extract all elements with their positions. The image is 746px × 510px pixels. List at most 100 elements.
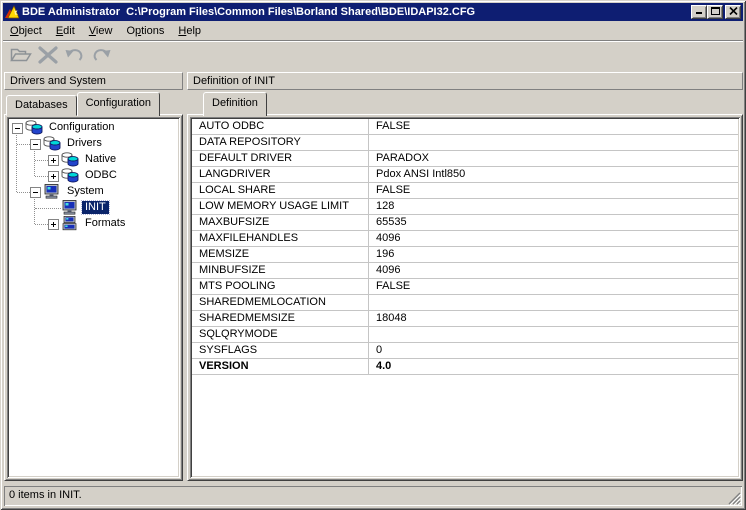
- tree-item-system[interactable]: System: [9, 184, 178, 200]
- left-pane-header-label: Drivers and System: [10, 75, 106, 87]
- database-icon: [43, 136, 61, 151]
- tree-connector: [35, 224, 48, 225]
- toolbar-button-delete-x[interactable]: [34, 44, 61, 69]
- param-value-cell[interactable]: FALSE: [376, 184, 411, 196]
- close-button[interactable]: [725, 5, 741, 19]
- table-row[interactable]: DATA REPOSITORY: [192, 135, 738, 151]
- tree-item-formats[interactable]: Formats: [9, 215, 178, 232]
- left-tab-databases[interactable]: Databases: [6, 95, 77, 116]
- toolbar-button-undo[interactable]: [61, 44, 88, 69]
- menu-item-options[interactable]: Options: [126, 24, 165, 37]
- menu-item-object[interactable]: Object: [10, 24, 42, 37]
- tree-item-label[interactable]: System: [67, 185, 104, 197]
- maximize-button[interactable]: [707, 5, 723, 19]
- param-value-cell[interactable]: [369, 135, 738, 150]
- bde-app-icon: [5, 5, 20, 19]
- open-folder-icon: [9, 46, 32, 66]
- close-icon: [728, 6, 738, 18]
- param-value-cell[interactable]: 196: [376, 248, 395, 260]
- left-tabs: Databases Configuration: [4, 92, 161, 116]
- tree-connector: [35, 160, 48, 161]
- computer-icon: [43, 184, 61, 199]
- table-row[interactable]: MAXFILEHANDLES 4096: [192, 231, 738, 247]
- param-value-cell[interactable]: 4.0: [376, 360, 392, 372]
- left-tab-configuration[interactable]: Configuration: [76, 92, 161, 116]
- table-row[interactable]: DEFAULT DRIVER PARADOX: [192, 151, 738, 167]
- table-row[interactable]: AUTO ODBC FALSE: [192, 119, 738, 135]
- computer-stack-icon: [61, 215, 79, 231]
- param-value-cell[interactable]: 18048: [376, 312, 407, 324]
- tree-connector: [35, 208, 61, 209]
- table-row[interactable]: SYSFLAGS 0: [192, 343, 738, 359]
- param-name-cell: SHAREDMEMSIZE: [192, 311, 369, 326]
- collapse-icon[interactable]: [30, 187, 41, 198]
- param-name-cell: MINBUFSIZE: [192, 263, 369, 278]
- database-icon: [61, 168, 79, 183]
- param-value-cell[interactable]: Pdox ANSI Intl850: [376, 168, 466, 180]
- table-row[interactable]: MTS POOLING FALSE: [192, 279, 738, 295]
- param-name-cell: MEMSIZE: [192, 247, 369, 262]
- undo-icon: [64, 47, 85, 66]
- right-pane-header: Definition of INIT: [187, 72, 743, 90]
- expand-icon[interactable]: [48, 155, 59, 166]
- param-value-cell[interactable]: 65535: [376, 216, 407, 228]
- tree-item-label[interactable]: Native: [85, 153, 117, 165]
- resize-grip-icon[interactable]: [728, 492, 742, 506]
- table-row[interactable]: LANGDRIVER Pdox ANSI Intl850: [192, 167, 738, 183]
- toolbar-button-open-folder[interactable]: [7, 44, 34, 69]
- tree-item-label[interactable]: Formats: [85, 217, 126, 229]
- tree-item-label[interactable]: Drivers: [67, 137, 102, 149]
- right-tab-definition[interactable]: Definition: [203, 92, 267, 116]
- table-row[interactable]: LOW MEMORY USAGE LIMIT 128: [192, 199, 738, 215]
- tree-item-odbc[interactable]: ODBC: [9, 168, 178, 184]
- tree-connector: [17, 192, 30, 193]
- database-icon: [25, 120, 43, 135]
- definition-view[interactable]: AUTO ODBC FALSE DATA REPOSITORY DEFAULT DRI…: [190, 117, 740, 478]
- status-message: 0 items in INIT.: [4, 486, 742, 506]
- tree-item-init[interactable]: INIT: [9, 200, 178, 216]
- menu-item-edit[interactable]: Edit: [55, 24, 75, 37]
- collapse-icon[interactable]: [30, 139, 41, 150]
- collapse-icon[interactable]: [12, 123, 23, 134]
- table-row[interactable]: MAXBUFSIZE 65535: [192, 215, 738, 231]
- tree-connector: [34, 197, 35, 224]
- config-tree: Configuration Drivers Native ODBC System INIT…: [9, 119, 178, 476]
- param-value-cell[interactable]: [369, 327, 738, 342]
- left-tab-body: Configuration Drivers Native ODBC System INIT…: [4, 114, 183, 481]
- menu-item-view[interactable]: View: [88, 24, 113, 37]
- param-value-cell[interactable]: FALSE: [376, 280, 411, 292]
- toolbar-button-redo[interactable]: [88, 44, 115, 69]
- table-row[interactable]: SQLQRYMODE: [192, 327, 738, 343]
- param-value-cell[interactable]: [369, 295, 738, 310]
- param-value-cell[interactable]: 128: [376, 200, 395, 212]
- expand-icon[interactable]: [48, 171, 59, 182]
- tree-item-drivers[interactable]: Drivers: [9, 136, 178, 152]
- tree-item-configuration[interactable]: Configuration: [9, 120, 178, 136]
- param-value-cell[interactable]: 4096: [376, 232, 401, 244]
- minimize-button[interactable]: [691, 5, 707, 19]
- tree-item-label[interactable]: Configuration: [49, 121, 115, 133]
- param-value-cell[interactable]: FALSE: [376, 120, 411, 132]
- menu-item-help[interactable]: Help: [178, 24, 202, 37]
- table-row[interactable]: MINBUFSIZE 4096: [192, 263, 738, 279]
- table-row[interactable]: SHAREDMEMLOCATION: [192, 295, 738, 311]
- tree-item-label[interactable]: INIT: [81, 200, 110, 215]
- table-row[interactable]: SHAREDMEMSIZE 18048: [192, 311, 738, 327]
- param-value-cell[interactable]: 4096: [376, 264, 401, 276]
- expand-icon[interactable]: [48, 219, 59, 230]
- status-bar: 0 items in INIT.: [3, 484, 743, 507]
- param-value-cell[interactable]: 0: [376, 344, 383, 356]
- param-value-cell[interactable]: PARADOX: [376, 152, 429, 164]
- table-row[interactable]: LOCAL SHARE FALSE: [192, 183, 738, 199]
- tree-item-label[interactable]: ODBC: [85, 169, 117, 181]
- param-name-cell: DATA REPOSITORY: [192, 135, 369, 150]
- tree-connector: [34, 149, 35, 176]
- tree-item-native[interactable]: Native: [9, 152, 178, 168]
- tree-view[interactable]: Configuration Drivers Native ODBC System INIT…: [7, 117, 180, 478]
- table-row[interactable]: MEMSIZE 196: [192, 247, 738, 263]
- table-row[interactable]: VERSION 4.0: [192, 359, 738, 375]
- param-name-cell: SYSFLAGS: [192, 343, 369, 358]
- right-tab-body: AUTO ODBC FALSE DATA REPOSITORY DEFAULT DRI…: [187, 114, 743, 481]
- title-bar: BDE Administrator C:\Program Files\Commo…: [3, 3, 743, 21]
